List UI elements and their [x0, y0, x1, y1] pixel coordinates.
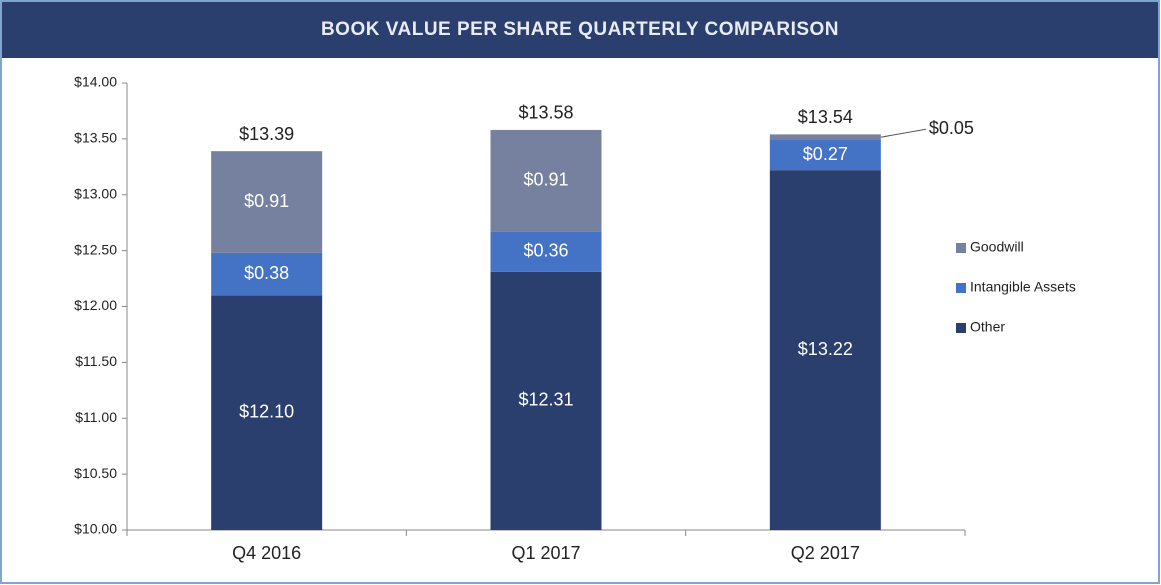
x-tick-label: Q4 2016 — [232, 543, 301, 563]
data-label: $12.10 — [239, 401, 294, 421]
bar-segment — [211, 151, 323, 253]
total-label: $13.54 — [798, 107, 853, 127]
data-label: $0.91 — [523, 170, 568, 190]
bar-segment — [490, 129, 602, 232]
x-tick-label: Q2 2017 — [791, 543, 860, 563]
y-tick-label: $13.50 — [74, 130, 117, 146]
y-tick-label: $14.00 — [74, 74, 117, 90]
y-tick-label: $11.50 — [75, 353, 117, 369]
total-label: $13.39 — [239, 124, 294, 144]
bar-segment — [211, 295, 323, 530]
legend-label: Goodwill — [970, 239, 1024, 255]
y-tick-label: $11.00 — [75, 409, 117, 425]
bar-segment — [769, 134, 881, 140]
y-tick-label: $12.00 — [74, 297, 117, 313]
y-tick-label: $10.00 — [74, 521, 117, 537]
data-label: $0.36 — [523, 240, 568, 260]
x-tick-label: Q1 2017 — [511, 543, 580, 563]
legend-label: Intangible Assets — [970, 279, 1076, 295]
data-label: $0.05 — [929, 118, 974, 138]
data-label: $12.31 — [518, 390, 573, 410]
data-label: $0.38 — [244, 263, 289, 283]
legend-swatch — [956, 243, 966, 253]
data-label: $13.22 — [798, 339, 853, 359]
legend-swatch — [956, 283, 966, 293]
data-label: $0.91 — [244, 191, 289, 211]
bar-segment — [769, 170, 881, 531]
y-tick-label: $13.00 — [74, 185, 117, 201]
leader-line — [880, 128, 926, 138]
total-label: $13.58 — [518, 103, 573, 123]
bar-segment — [769, 139, 881, 171]
bar-segment — [490, 231, 602, 272]
bar-segment — [490, 271, 602, 530]
y-tick-label: $10.50 — [74, 465, 117, 481]
y-tick-label: $12.50 — [74, 241, 117, 257]
data-label: $0.27 — [803, 144, 848, 164]
chart-title: BOOK VALUE PER SHARE QUARTERLY COMPARISO… — [321, 19, 839, 40]
legend-swatch — [956, 323, 966, 333]
legend-label: Other — [970, 319, 1005, 335]
bar-segment — [211, 252, 323, 296]
title-band — [2, 2, 1158, 58]
